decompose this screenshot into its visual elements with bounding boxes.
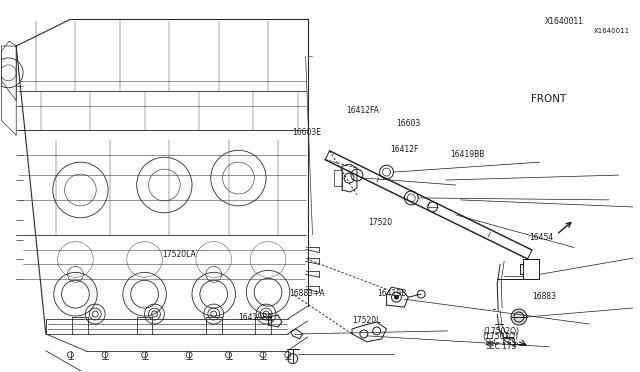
Circle shape (263, 311, 269, 317)
Text: 16603: 16603 (396, 119, 420, 128)
Text: (17502Q): (17502Q) (483, 332, 518, 341)
Text: 16603E: 16603E (292, 128, 321, 137)
Text: 17520LA: 17520LA (163, 250, 196, 259)
Text: 16883+A: 16883+A (289, 289, 324, 298)
Text: SEC.173: SEC.173 (485, 342, 517, 351)
Text: 17520: 17520 (368, 218, 392, 227)
Text: 17520L: 17520L (352, 316, 381, 325)
Text: X1640011: X1640011 (594, 28, 630, 34)
Circle shape (92, 311, 98, 317)
Circle shape (152, 311, 157, 317)
Text: FRONT: FRONT (531, 94, 566, 104)
Text: 16412F: 16412F (390, 145, 419, 154)
Text: 16419BB: 16419BB (450, 150, 484, 159)
Text: 16412FA: 16412FA (346, 106, 379, 115)
Text: SEC.173: SEC.173 (485, 339, 516, 347)
Text: (17502Q): (17502Q) (483, 327, 519, 336)
Text: 16419B: 16419B (378, 289, 407, 298)
Text: 16419BA: 16419BA (239, 312, 273, 321)
Text: 16454: 16454 (529, 233, 554, 242)
Text: 16883: 16883 (532, 292, 556, 301)
Circle shape (211, 311, 217, 317)
Circle shape (511, 309, 527, 325)
Text: X1640011: X1640011 (545, 17, 584, 26)
Circle shape (394, 295, 399, 299)
